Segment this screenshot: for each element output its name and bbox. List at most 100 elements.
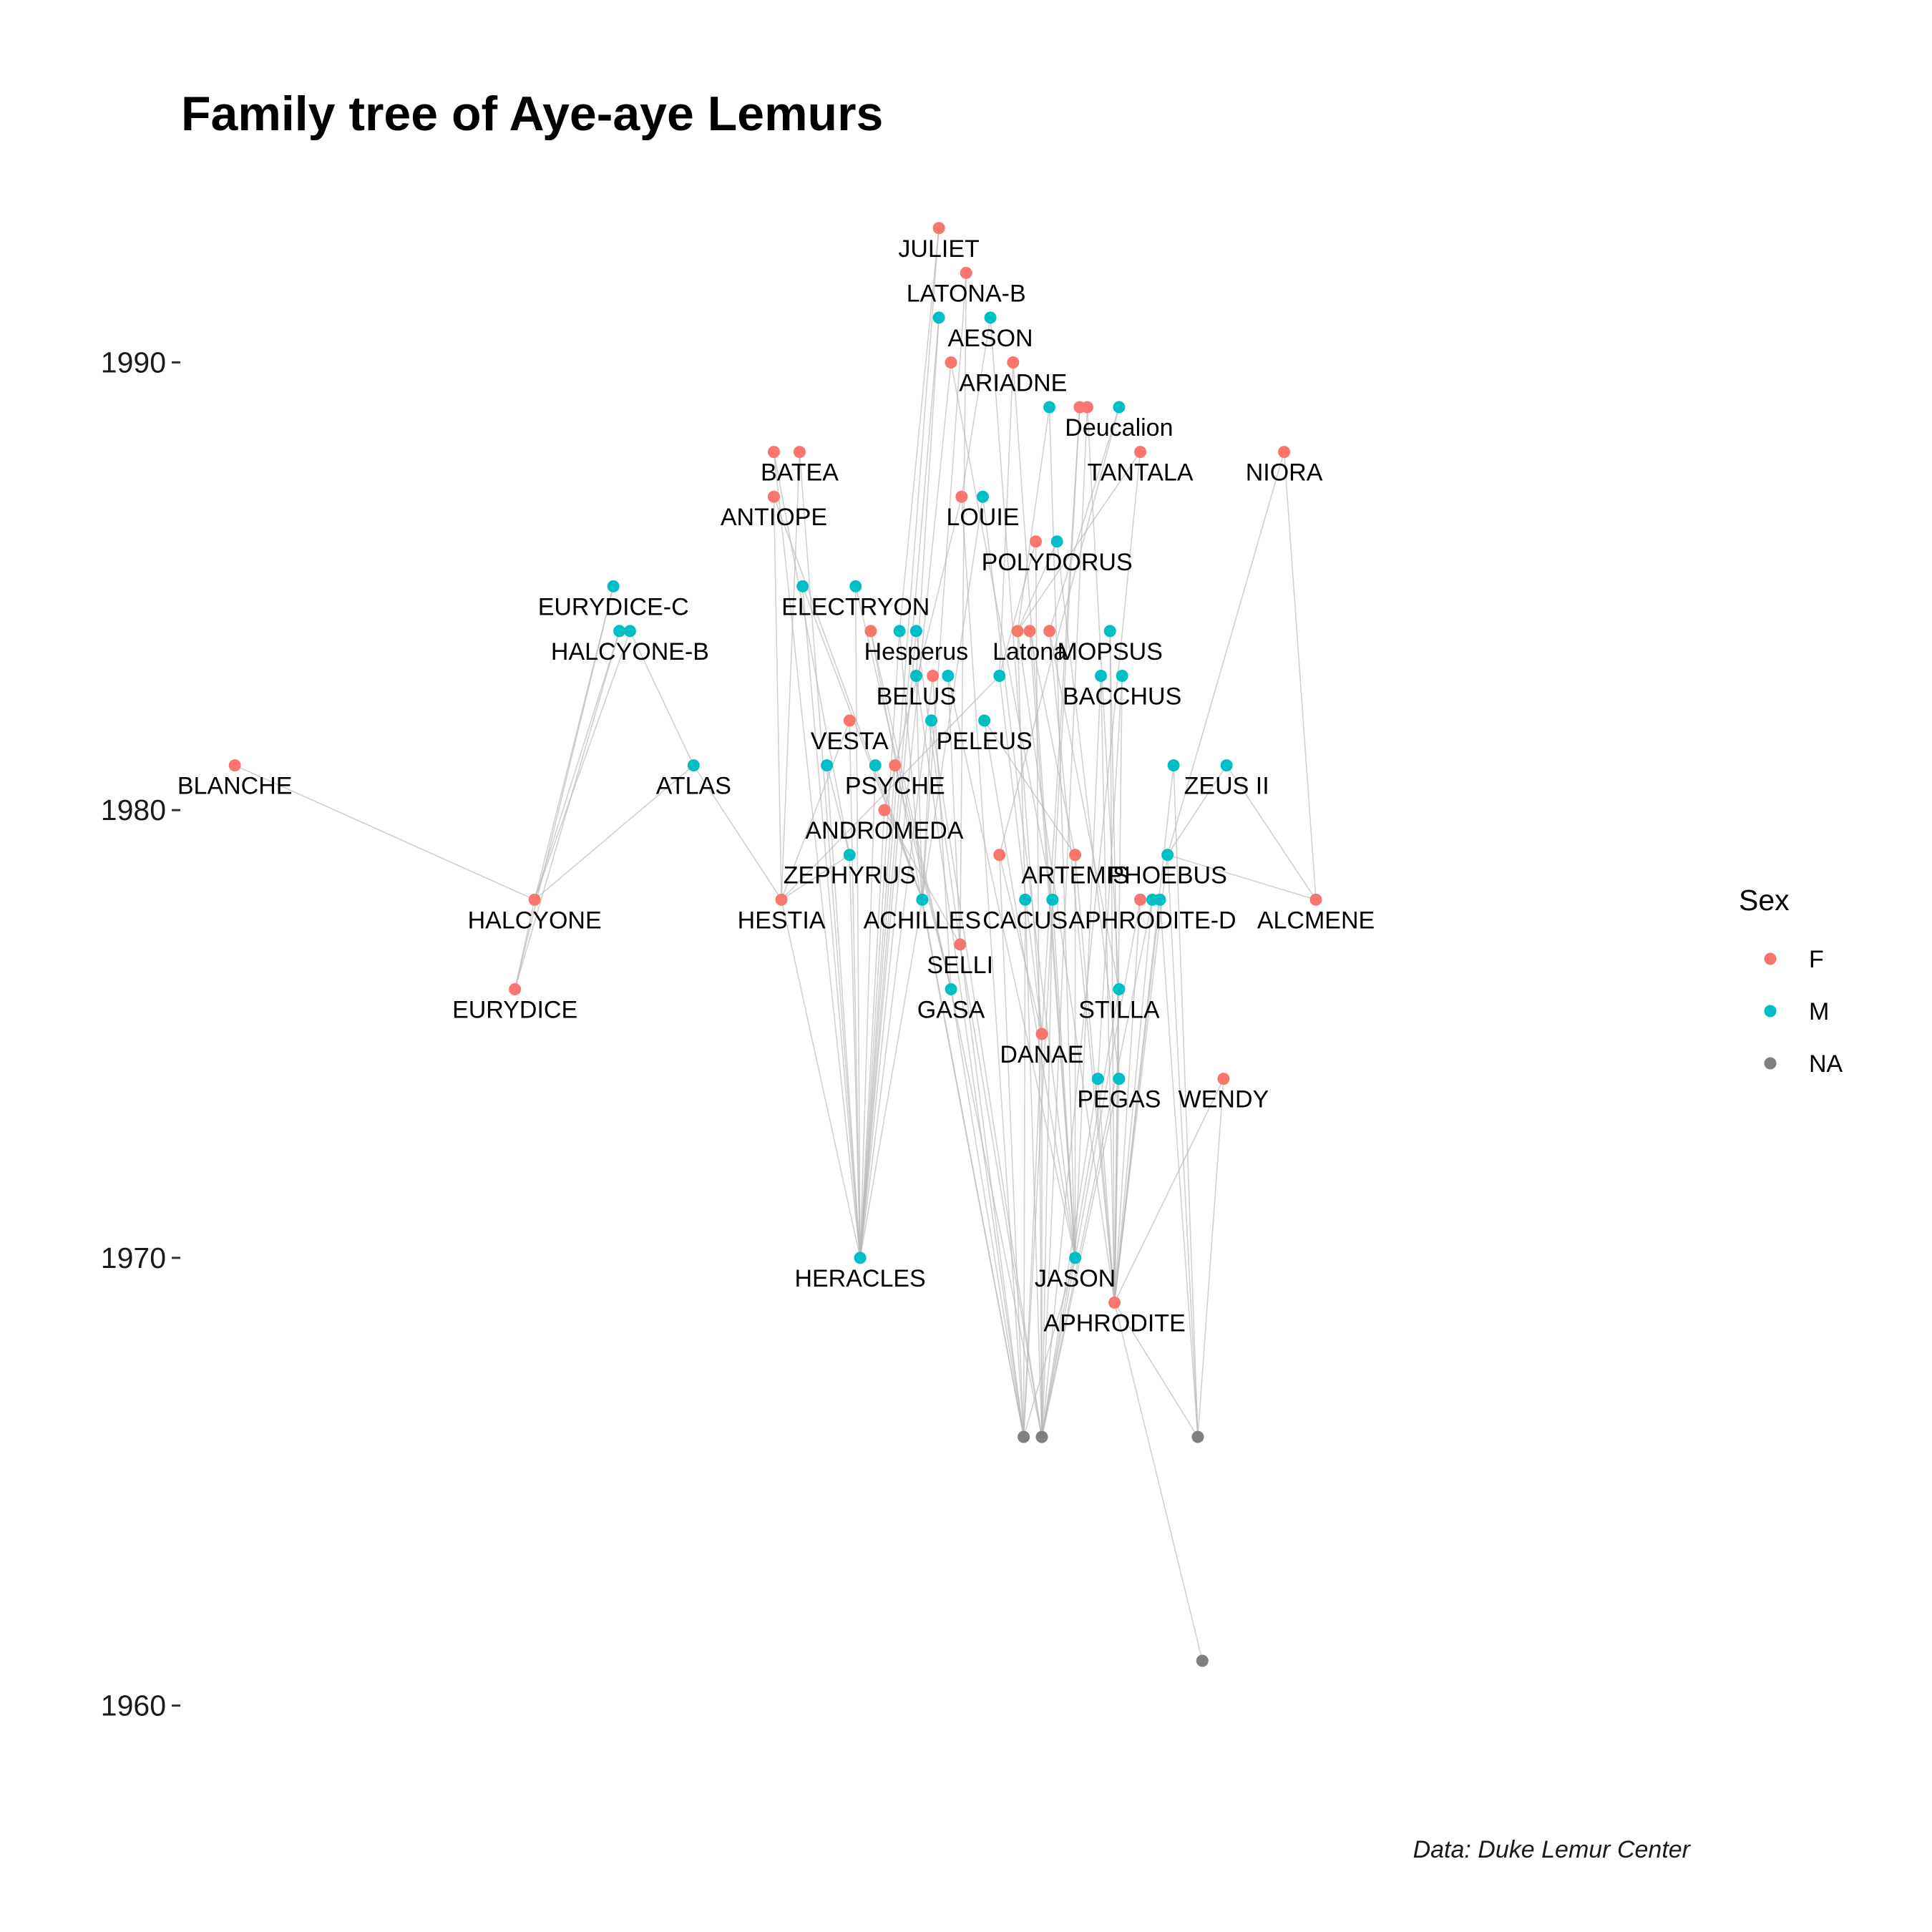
- legend-label: M: [1809, 998, 1829, 1025]
- edge-line: [1017, 630, 1116, 1303]
- node-label: LATONA-B: [907, 280, 1026, 307]
- edge-line: [874, 765, 923, 900]
- node-point: [945, 356, 957, 369]
- node-point: [942, 669, 955, 682]
- node-point: [909, 625, 922, 638]
- y-tick-label: 1960: [101, 1689, 166, 1722]
- y-tick-label: 1970: [101, 1241, 166, 1274]
- edge-line: [514, 630, 620, 990]
- node-point: [1161, 849, 1174, 862]
- node-label: PSYCHE: [845, 773, 945, 800]
- node-label: ACHILLES: [864, 907, 981, 934]
- node-label: Hesperus: [864, 638, 969, 665]
- node-point: [796, 580, 809, 592]
- node-point: [767, 446, 780, 459]
- node-point: [1035, 1028, 1048, 1040]
- node-label: VESTA: [811, 728, 889, 755]
- legend-key: [1764, 952, 1777, 965]
- node-point: [889, 759, 902, 772]
- node-label: APHRODITE-D: [1068, 907, 1236, 934]
- node-point: [1191, 1430, 1204, 1443]
- node-point: [607, 580, 620, 592]
- edge-line: [1041, 407, 1088, 1438]
- edge-line: [1167, 854, 1317, 901]
- edge-line: [801, 586, 861, 1258]
- edge-line: [1052, 899, 1076, 1258]
- edge-line: [826, 765, 851, 855]
- edge-line: [859, 630, 900, 1258]
- node-label: MOPSUS: [1058, 638, 1163, 665]
- node-point: [1134, 446, 1147, 459]
- node-label: ZEUS II: [1184, 773, 1269, 800]
- nodes: [228, 222, 1322, 1667]
- edge-line: [961, 317, 991, 497]
- node-point: [984, 311, 997, 324]
- node-label: ANTIOPE: [721, 504, 827, 531]
- edge-line: [1113, 1078, 1120, 1303]
- node-point: [854, 1252, 867, 1264]
- node-point: [945, 982, 957, 995]
- edge-line: [854, 586, 952, 990]
- edge-line: [781, 720, 851, 900]
- edge-line: [1048, 630, 1116, 1303]
- node-point: [1095, 669, 1108, 682]
- node-label: PELEUS: [937, 728, 1033, 755]
- edge-line: [799, 452, 861, 1258]
- edge-line: [959, 944, 1043, 1438]
- edge-line: [932, 675, 952, 990]
- node-point: [993, 849, 1006, 862]
- edge-line: [1017, 452, 1141, 632]
- edge-line: [781, 452, 801, 900]
- edge-line: [859, 899, 923, 1259]
- edge-line: [899, 630, 923, 900]
- node-point: [1116, 669, 1128, 682]
- node-point: [960, 266, 972, 279]
- edge-line: [1074, 675, 1102, 1258]
- node-label: BACCHUS: [1063, 683, 1181, 710]
- node-label: STILLA: [1078, 996, 1160, 1023]
- node-label: ARTEMIS: [1021, 862, 1129, 889]
- edge-line: [915, 630, 961, 945]
- y-tick-label: 1980: [101, 794, 166, 826]
- node-label: HESTIA: [738, 907, 826, 934]
- node-label: AESON: [948, 325, 1033, 352]
- edge-line: [859, 810, 885, 1258]
- edge-line: [1041, 899, 1153, 1438]
- node-point: [1309, 893, 1322, 906]
- node-point: [954, 938, 967, 951]
- edge-line: [1226, 765, 1317, 900]
- edge-line: [915, 317, 940, 676]
- edge-line: [950, 989, 1025, 1438]
- node-label: ALCMENE: [1257, 907, 1375, 934]
- node-point: [1113, 982, 1126, 995]
- edge-line: [1113, 1078, 1224, 1303]
- legend-key: [1764, 1057, 1777, 1070]
- node-point: [687, 759, 700, 772]
- edge-line: [1166, 854, 1199, 1438]
- edge-line: [998, 362, 1014, 676]
- node-point: [878, 804, 891, 816]
- edge-line: [1109, 630, 1120, 1079]
- node-label: HALCYONE: [468, 907, 602, 934]
- edge-line: [859, 630, 917, 1258]
- node-point: [793, 446, 806, 459]
- edge-line: [773, 452, 851, 855]
- node-point: [623, 625, 636, 638]
- node-point: [932, 311, 945, 324]
- edge-line: [1048, 630, 1120, 990]
- edge-line: [930, 720, 1043, 1438]
- edge-line: [1035, 541, 1043, 1438]
- edge-line: [859, 228, 940, 1258]
- edge-line: [773, 452, 861, 1258]
- edge-line: [1041, 1257, 1076, 1438]
- edge-line: [1097, 1078, 1116, 1303]
- legend-label: F: [1809, 946, 1824, 973]
- edge-line: [849, 854, 861, 1258]
- node-point: [1018, 1430, 1030, 1443]
- edge-line: [884, 809, 961, 945]
- edge-line: [1074, 899, 1141, 1259]
- node-point: [843, 849, 856, 862]
- edge-line: [922, 899, 1025, 1438]
- node-label: JASON: [1035, 1265, 1116, 1292]
